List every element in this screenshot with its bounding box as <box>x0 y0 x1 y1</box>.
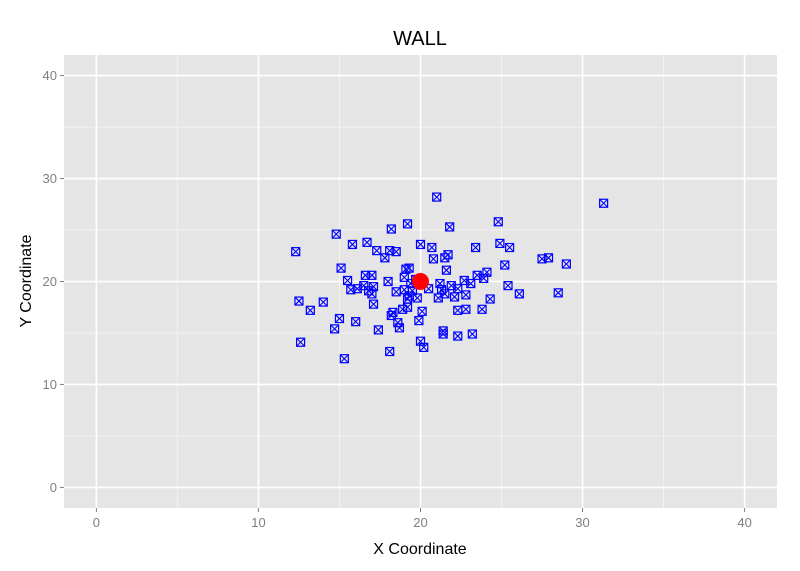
data-point <box>453 331 463 341</box>
data-point <box>553 288 563 298</box>
data-point <box>339 354 349 364</box>
data-point <box>414 316 424 326</box>
data-point <box>467 329 477 339</box>
chart-title: WALL <box>393 28 447 50</box>
data-point <box>372 246 382 256</box>
data-point <box>441 265 452 275</box>
center-point <box>412 273 429 290</box>
y-axis-title: Y Coordinate <box>18 234 35 327</box>
data-point <box>477 304 487 314</box>
y-tick-label: 30 <box>43 171 57 186</box>
data-point <box>305 305 315 315</box>
data-point <box>495 238 505 249</box>
data-point <box>386 224 396 234</box>
data-point <box>466 278 476 289</box>
data-point <box>373 325 383 335</box>
data-point <box>453 284 463 294</box>
data-point <box>391 247 401 257</box>
data-point <box>443 250 453 260</box>
data-point <box>294 296 304 306</box>
y-axis-ticks: 0 10 20 30 40 <box>43 68 64 495</box>
data-point <box>470 242 481 253</box>
y-tick-label: 10 <box>43 377 57 392</box>
data-point <box>402 219 413 229</box>
data-point <box>295 337 306 347</box>
y-tick-label: 0 <box>50 480 57 495</box>
data-point <box>514 289 524 299</box>
data-point <box>412 293 422 303</box>
data-point <box>334 313 345 324</box>
data-point <box>485 294 495 304</box>
data-point <box>440 289 450 299</box>
data-point <box>368 299 379 309</box>
data-point <box>438 329 448 339</box>
data-point <box>461 304 471 314</box>
data-point <box>543 253 554 263</box>
x-axis-title: X Coordinate <box>373 541 466 558</box>
data-point <box>385 346 395 357</box>
x-tick-label: 0 <box>93 515 100 530</box>
data-point <box>336 263 346 273</box>
data-point <box>417 306 427 316</box>
data-point <box>404 263 414 273</box>
data-point <box>432 192 442 202</box>
data-point <box>291 247 301 257</box>
data-point <box>402 302 413 312</box>
data-point <box>461 290 471 300</box>
data-point <box>330 324 340 334</box>
data-point <box>388 307 398 317</box>
data-point <box>383 276 393 287</box>
x-tick-label: 10 <box>251 515 265 530</box>
data-point <box>599 198 609 208</box>
data-point <box>561 259 571 269</box>
data-point <box>493 217 503 227</box>
data-point <box>394 323 405 333</box>
data-point <box>505 242 515 253</box>
data-point <box>351 317 361 327</box>
data-point <box>415 239 426 250</box>
y-tick-label: 40 <box>43 68 57 83</box>
x-tick-label: 20 <box>413 515 427 530</box>
data-point <box>367 270 377 280</box>
data-point <box>398 304 408 314</box>
data-point <box>482 267 492 277</box>
data-point <box>503 281 513 291</box>
data-point <box>419 342 429 352</box>
data-point <box>445 222 455 232</box>
data-point <box>453 305 463 315</box>
data-point <box>342 275 353 286</box>
y-tick-label: 20 <box>43 274 57 289</box>
data-point <box>428 254 439 264</box>
data-point <box>318 297 328 307</box>
data-points <box>291 192 609 364</box>
data-point <box>427 242 437 253</box>
data-point <box>331 229 341 239</box>
x-axis-ticks: 0 10 20 30 40 <box>93 508 752 530</box>
data-point <box>368 282 379 292</box>
data-point <box>347 239 358 250</box>
x-tick-label: 30 <box>575 515 589 530</box>
center-point-group <box>412 273 429 290</box>
x-tick-label: 40 <box>737 515 751 530</box>
data-point <box>362 237 372 247</box>
data-point <box>500 260 510 270</box>
